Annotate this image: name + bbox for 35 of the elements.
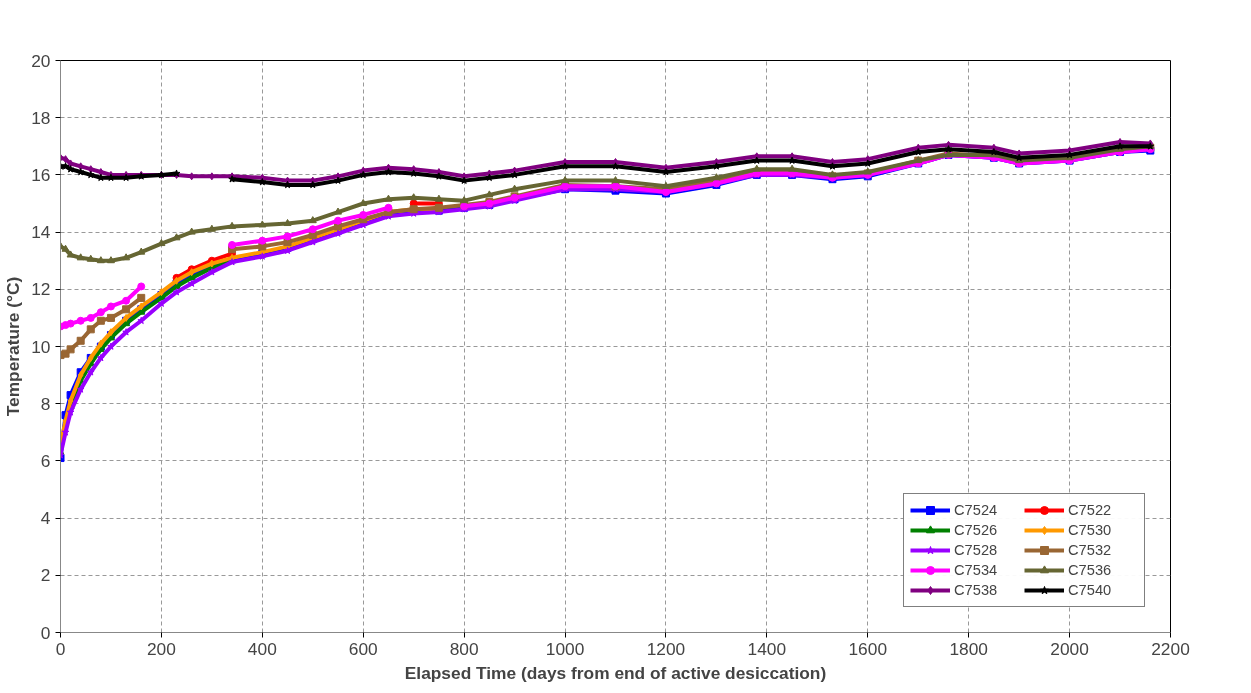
y-axis-title: Temperature (°C) bbox=[3, 276, 24, 417]
y-tick-label: 18 bbox=[31, 107, 51, 128]
legend-label: C7528 bbox=[954, 542, 999, 558]
x-tick-label: 600 bbox=[348, 638, 378, 659]
legend-label: C7536 bbox=[1068, 562, 1113, 578]
x-tick-label: 1000 bbox=[545, 638, 585, 659]
x-tick-label: 2000 bbox=[1050, 638, 1089, 659]
y-tick-label: 12 bbox=[31, 279, 51, 300]
x-axis-title: Elapsed Time (days from end of active desiccation) bbox=[404, 662, 827, 683]
y-tick-label: 16 bbox=[31, 164, 51, 185]
y-tick-label: 10 bbox=[31, 336, 51, 357]
y-tick-label: 20 bbox=[31, 50, 51, 71]
x-tick-label: 0 bbox=[55, 638, 66, 659]
x-tick-label: 1800 bbox=[949, 638, 988, 659]
legend-label: C7534 bbox=[954, 562, 999, 578]
x-tick-label: 400 bbox=[247, 638, 277, 659]
legend-label: C7522 bbox=[1068, 502, 1113, 518]
legend-label: C7526 bbox=[954, 522, 999, 538]
y-tick-label: 0 bbox=[40, 622, 51, 643]
y-tick-label: 6 bbox=[40, 450, 51, 471]
x-tick-label: 800 bbox=[449, 638, 479, 659]
x-tick-label: 200 bbox=[146, 638, 176, 659]
y-tick-label: 2 bbox=[40, 565, 51, 586]
legend-label: C7532 bbox=[1068, 542, 1113, 558]
x-tick-label: 2200 bbox=[1151, 638, 1190, 659]
y-tick-label: 4 bbox=[40, 508, 51, 529]
legend-label: C7538 bbox=[954, 582, 999, 598]
y-tick-label: 14 bbox=[31, 222, 51, 243]
y-tick-label: 8 bbox=[40, 393, 51, 414]
legend-label: C7530 bbox=[1068, 522, 1113, 538]
legend-label: C7540 bbox=[1068, 582, 1113, 598]
x-tick-label: 1600 bbox=[848, 638, 888, 659]
x-tick-label: 1400 bbox=[747, 638, 787, 659]
legend-label: C7524 bbox=[954, 502, 999, 518]
x-tick-label: 1200 bbox=[646, 638, 686, 659]
